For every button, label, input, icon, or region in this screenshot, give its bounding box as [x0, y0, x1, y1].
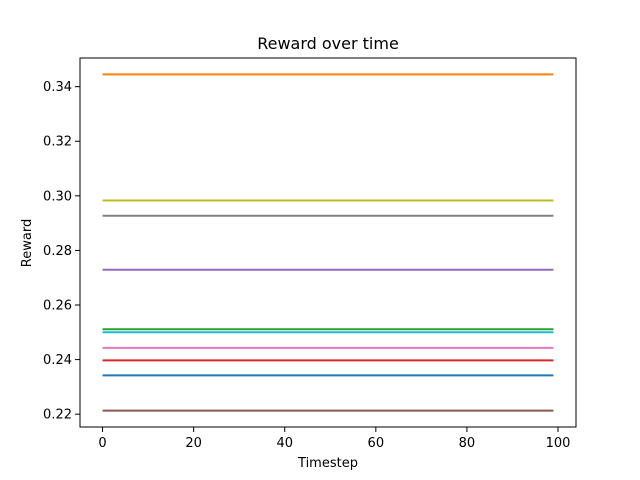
y-tick-label: 0.24 [43, 353, 72, 368]
x-axis-label: Timestep [297, 456, 358, 471]
y-tick-label: 0.32 [43, 135, 72, 150]
series-layer [102, 73, 554, 412]
x-tick-label: 40 [276, 436, 293, 451]
x-tick-label: 60 [368, 436, 385, 451]
x-tick-label: 0 [98, 436, 106, 451]
y-tick-label: 0.22 [43, 408, 72, 423]
y-tick-label: 0.34 [43, 80, 72, 95]
x-axis: 0 20 40 60 80 100 [98, 427, 570, 451]
x-tick-label: 100 [546, 436, 571, 451]
x-tick-label: 80 [459, 436, 476, 451]
x-tick-label: 20 [185, 436, 202, 451]
y-tick-label: 0.30 [43, 189, 72, 204]
y-axis: 0.22 0.24 0.26 0.28 0.30 0.32 0.34 [43, 80, 80, 423]
y-tick-label: 0.28 [43, 244, 72, 259]
chart-title: Reward over time [257, 34, 399, 53]
plot-frame [79, 57, 577, 428]
y-tick-label: 0.26 [43, 299, 72, 314]
y-axis-label: Reward [20, 219, 35, 267]
